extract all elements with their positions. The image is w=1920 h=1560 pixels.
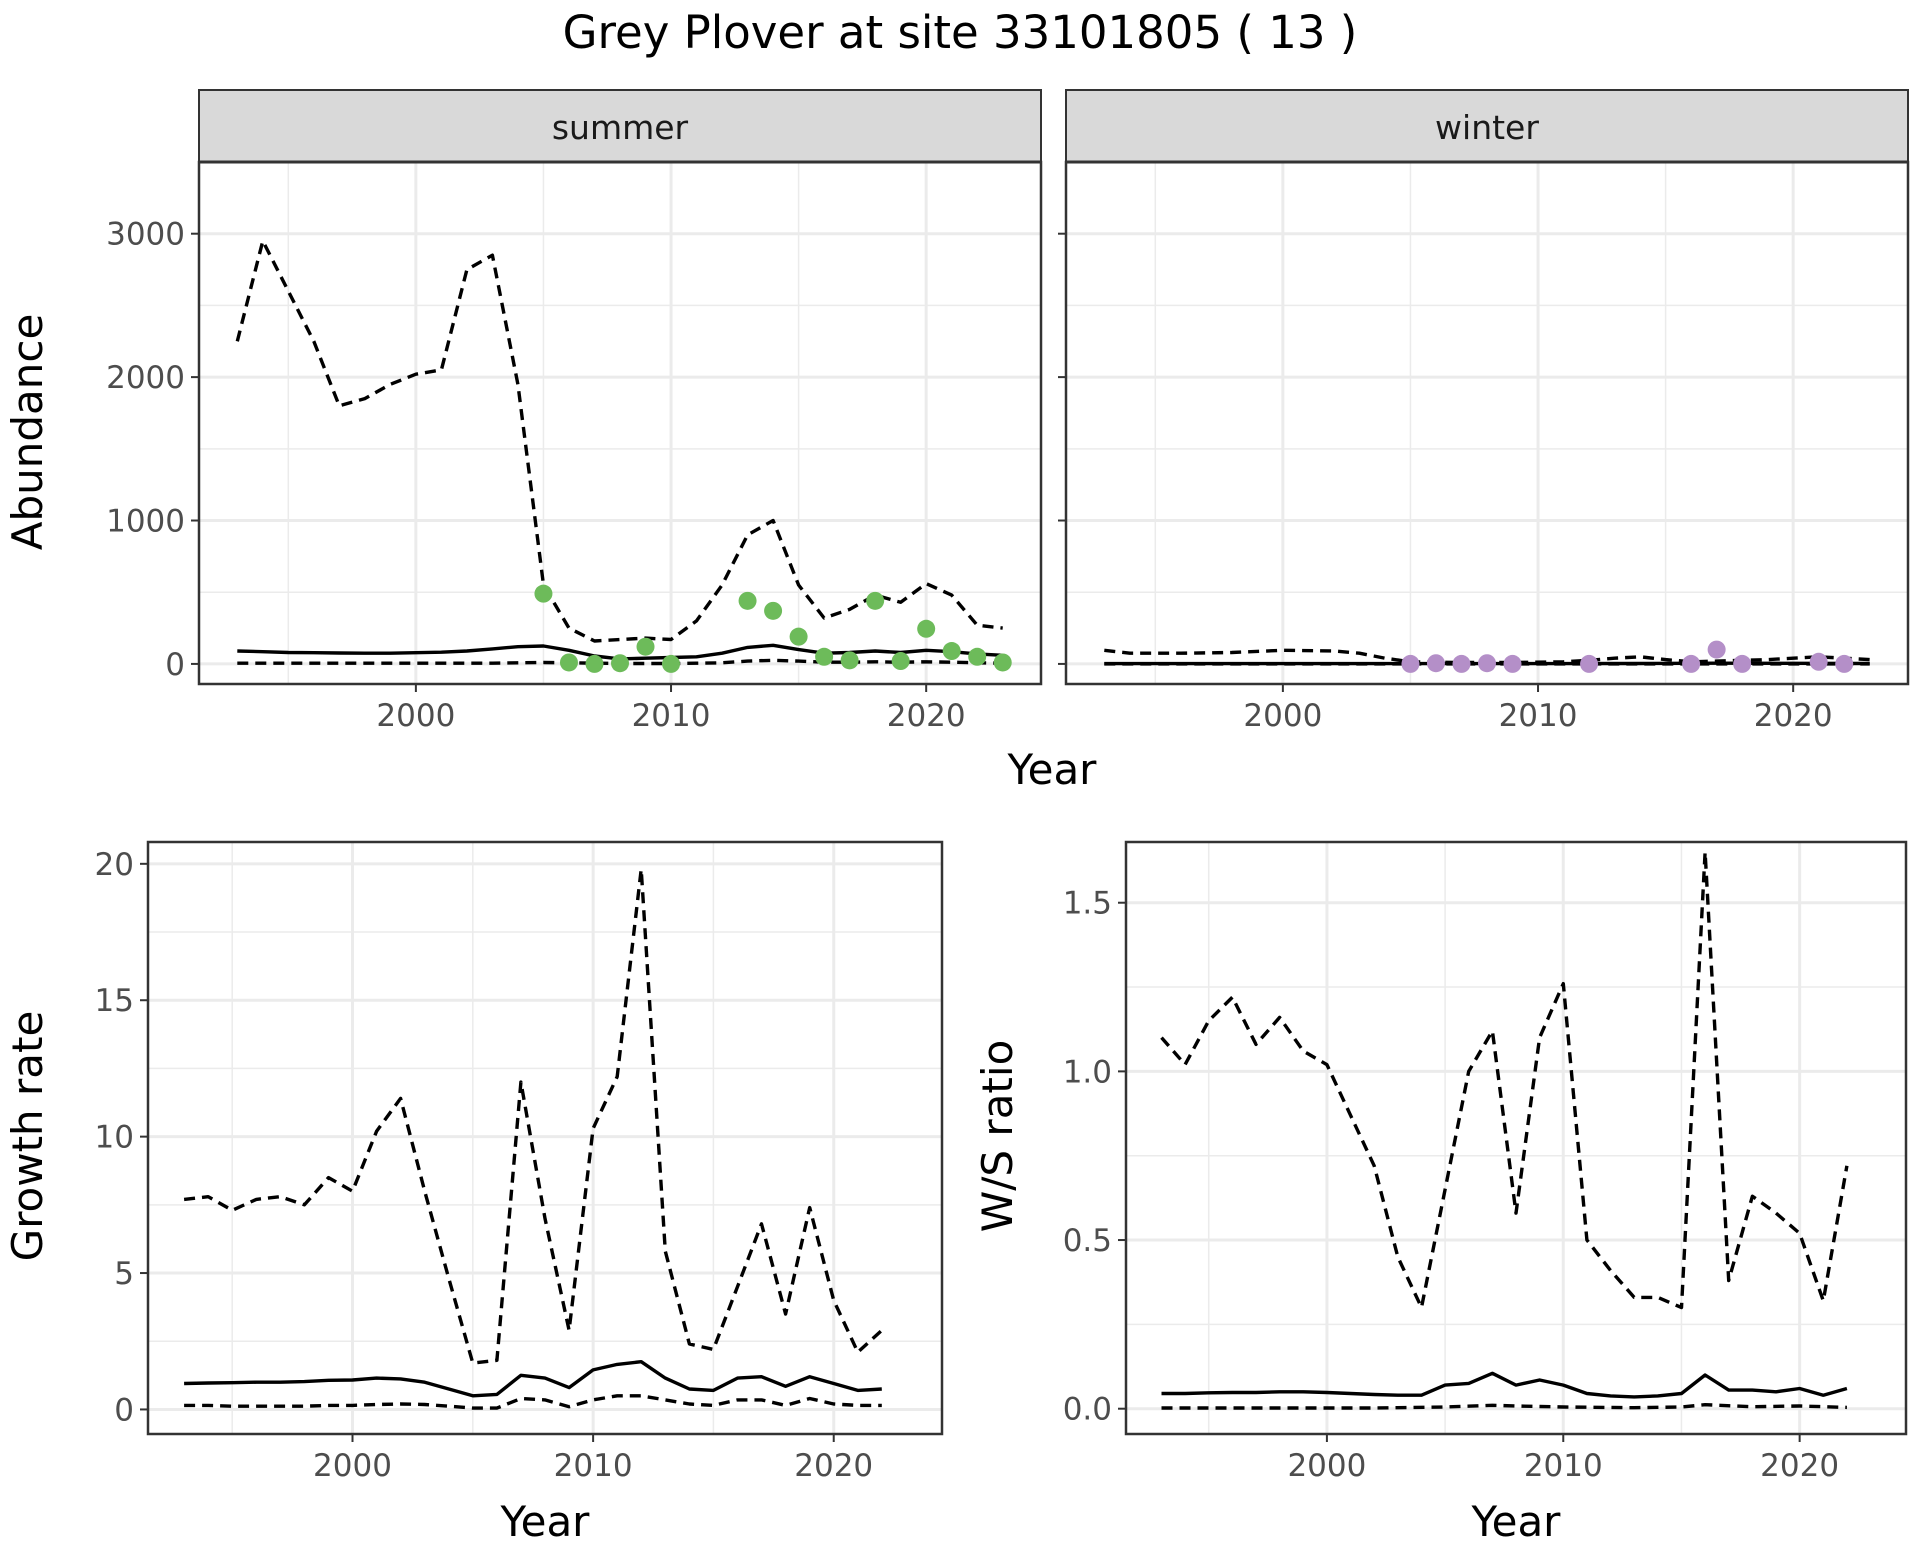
growth-x-tick-label: 2000 xyxy=(313,1448,392,1484)
ws-y-tick-label: 1.0 xyxy=(1063,1054,1112,1090)
summer-grid xyxy=(199,162,1041,684)
growth-y-tick-label: 15 xyxy=(95,983,134,1019)
winter-data-point xyxy=(1733,654,1752,673)
summer-data-point xyxy=(942,642,961,661)
summer-y-tick-label: 1000 xyxy=(106,504,185,540)
ws-series-line-bound-1 xyxy=(1160,850,1849,1310)
summer-panel: summer 2000 2010 2020 0 1000 2000 3000 xyxy=(106,89,1043,734)
growth-y-tick-label: 20 xyxy=(95,847,134,883)
summer-data-point xyxy=(789,627,808,646)
ws-x-tick-label: 2020 xyxy=(1760,1448,1839,1484)
ws-series-line-estimate xyxy=(1161,1371,1848,1399)
summer-data-point xyxy=(636,637,655,656)
summer-data-point xyxy=(866,591,885,610)
growth-y-tick-label: 0 xyxy=(114,1392,134,1428)
winter-data-point xyxy=(1707,640,1726,659)
summer-data-point xyxy=(917,619,936,638)
summer-x-tick-label: 2010 xyxy=(632,698,711,734)
ws-x-tick-label: 2000 xyxy=(1287,1448,1366,1484)
summer-data-point xyxy=(611,654,629,673)
summer-series-line-bound-1 xyxy=(235,239,1003,643)
summer-x-tick-label: 2020 xyxy=(887,698,966,734)
summer-data-point xyxy=(738,591,757,610)
growth-rate-panel: 2000 2010 2020 0 5 10 15 20 xyxy=(95,840,944,1484)
ws-y-tick-label: 0.0 xyxy=(1063,1392,1112,1428)
summer-data-point xyxy=(559,653,578,672)
winter-data-point xyxy=(1580,654,1599,673)
winter-data-point xyxy=(1682,654,1701,673)
winter-x-tick-label: 2010 xyxy=(1499,698,1578,734)
summer-data-point xyxy=(662,654,681,673)
winter-data-point xyxy=(1809,652,1828,671)
growth-y-tick-label: 5 xyxy=(114,1256,134,1292)
ws-grid xyxy=(1126,842,1906,1434)
summer-data-point xyxy=(891,652,910,671)
summer-data-point xyxy=(585,654,604,673)
summer-data-point xyxy=(764,601,783,620)
winter-strip xyxy=(1065,89,1909,163)
ws-x-tick-label: 2010 xyxy=(1524,1448,1603,1484)
ws-y-tick-label: 0.5 xyxy=(1063,1223,1112,1259)
summer-data-point xyxy=(815,647,834,666)
top-y-axis-title: Abundance xyxy=(3,314,52,551)
winter-x-tick-label: 2000 xyxy=(1243,698,1322,734)
top-x-axis-title: Year xyxy=(1007,745,1098,794)
winter-panel-border xyxy=(1064,160,1910,686)
summer-x-tick-label: 2000 xyxy=(376,698,455,734)
winter-data-point xyxy=(1452,654,1471,673)
ws-x-axis-title: Year xyxy=(1471,1497,1562,1546)
winter-panel: winter 2000 2010 2020 xyxy=(1058,89,1910,734)
winter-data-point xyxy=(1835,654,1854,673)
winter-grid xyxy=(1066,162,1908,684)
winter-data-point xyxy=(1503,654,1522,673)
winter-x-tick-label: 2020 xyxy=(1754,698,1833,734)
growth-y-tick-label: 10 xyxy=(95,1120,134,1156)
chart-title: Grey Plover at site 33101805 ( 13 ) xyxy=(563,6,1358,59)
growth-series-line-estimate xyxy=(184,1360,882,1398)
summer-strip xyxy=(198,89,1042,163)
summer-data-point xyxy=(840,651,859,670)
summer-strip-label: summer xyxy=(552,108,689,147)
summer-panel-border xyxy=(197,160,1043,686)
ws-ratio-panel: 2000 2010 2020 0.0 0.5 1.0 1.5 xyxy=(1063,840,1908,1484)
summer-y-tick-label: 3000 xyxy=(106,217,185,253)
growth-x-axis-title: Year xyxy=(500,1497,591,1546)
ws-panel-border xyxy=(1124,840,1908,1436)
growth-y-axis-title: Growth rate xyxy=(3,1011,52,1262)
winter-data-point xyxy=(1426,654,1445,673)
winter-series-line-bound-1 xyxy=(1104,648,1870,665)
growth-series-line-bound-2 xyxy=(184,1394,882,1410)
summer-y-tick-label: 0 xyxy=(165,647,185,683)
ws-series-line-bound-2 xyxy=(1161,1403,1847,1410)
growth-x-tick-label: 2010 xyxy=(554,1448,633,1484)
growth-panel-border xyxy=(146,840,944,1436)
growth-grid xyxy=(148,842,942,1434)
growth-series-line-bound-1 xyxy=(183,867,883,1365)
winter-strip-label: winter xyxy=(1435,108,1539,147)
summer-data-point xyxy=(534,584,553,603)
winter-data-point xyxy=(1478,654,1496,673)
growth-x-tick-label: 2020 xyxy=(794,1448,873,1484)
summer-data-point xyxy=(993,653,1012,672)
summer-y-tick-label: 2000 xyxy=(106,360,185,396)
winter-data-point xyxy=(1401,654,1420,673)
ws-y-axis-title: W/S ratio xyxy=(973,1040,1022,1233)
ws-y-tick-label: 1.5 xyxy=(1063,886,1112,922)
summer-data-point xyxy=(968,647,987,666)
